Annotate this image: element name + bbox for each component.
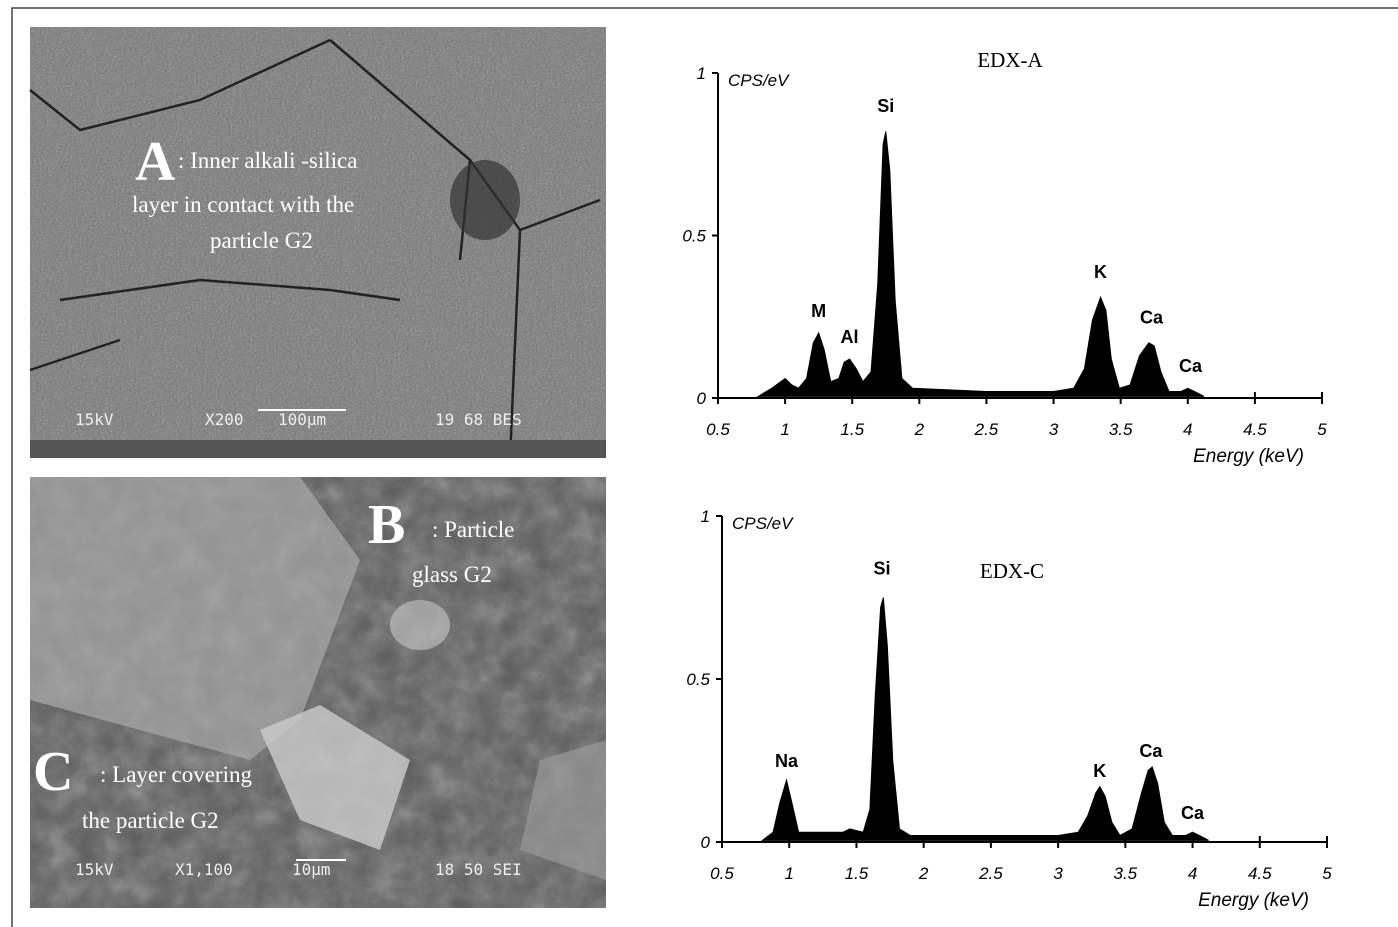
x-tick-label: 0.5 [710, 864, 734, 883]
x-tick-label: 0.5 [706, 420, 730, 439]
peak-label: Ca [1181, 803, 1205, 823]
panel-caption: layer in contact with the [132, 192, 354, 217]
x-axis-title: Energy (keV) [1198, 890, 1309, 911]
y-tick-label: 0 [701, 833, 711, 852]
peak-label: K [1093, 761, 1106, 781]
spectrum [758, 132, 1204, 397]
x-tick-label: 3 [1049, 420, 1059, 439]
panel-letter: A [135, 131, 176, 193]
x-tick-label: 3 [1053, 864, 1063, 883]
x-tick-label: 2 [914, 420, 925, 439]
x-tick-label: 1.5 [845, 864, 869, 883]
peak-label: Ca [1139, 741, 1163, 761]
y-axis-title: CPS/eV [728, 71, 790, 90]
peak-label: Si [877, 96, 894, 116]
figure: A: Inner alkali -silica layer in contact … [0, 0, 1398, 927]
y-tick-label: 1 [701, 507, 710, 526]
x-tick-label: 4.5 [1248, 864, 1272, 883]
x-tick-label: 1.5 [840, 420, 864, 439]
peak-label: Al [841, 327, 859, 347]
panel-caption: glass G2 [412, 562, 492, 587]
x-axis-title: Energy (keV) [1193, 446, 1304, 467]
x-tick-label: 4 [1183, 420, 1192, 439]
y-tick-label: 0.5 [682, 227, 706, 246]
x-tick-label: 1 [780, 420, 789, 439]
sem-footer: 15kV [75, 410, 114, 429]
x-tick-label: 5 [1317, 420, 1327, 439]
spectrum [762, 598, 1208, 841]
panel-caption: : Particle [432, 517, 514, 542]
y-tick-label: 0 [697, 389, 707, 408]
y-tick-label: 1 [697, 64, 706, 83]
x-tick-label: 2.5 [978, 864, 1003, 883]
panel-letter: C [33, 741, 73, 803]
sem-footer: 10µm [292, 860, 331, 879]
peak-label: Si [873, 559, 890, 579]
sem-footer: X1,100 [175, 860, 233, 879]
peak-label: Na [775, 751, 799, 771]
sem-footer: 19 68 BES [435, 410, 522, 429]
x-tick-label: 5 [1322, 864, 1332, 883]
panel-caption: the particle G2 [82, 808, 219, 833]
sem-footer: 15kV [75, 860, 114, 879]
panel-caption: : Inner alkali -silica [178, 148, 357, 173]
x-tick-label: 4.5 [1243, 420, 1267, 439]
panel-caption: : Layer covering [100, 762, 252, 787]
chart-title: EDX-C [980, 559, 1044, 583]
sem-image-b [30, 477, 606, 908]
sem-footer: 100µm [278, 410, 326, 429]
x-tick-label: 2.5 [974, 420, 999, 439]
y-tick-label: 0.5 [686, 670, 710, 689]
peak-label: K [1094, 262, 1107, 282]
peak-label: Ca [1140, 307, 1164, 327]
x-tick-label: 3.5 [1114, 864, 1138, 883]
sem-image-a [30, 27, 606, 458]
y-axis-title: CPS/eV [732, 514, 794, 533]
peak-label: M [811, 301, 826, 321]
chart-title: EDX-A [977, 48, 1043, 72]
panel-caption: particle G2 [210, 228, 313, 253]
sem-footer: X200 [205, 410, 244, 429]
panel-letter: B [368, 494, 405, 556]
x-tick-label: 4 [1188, 864, 1197, 883]
x-tick-label: 1 [784, 864, 793, 883]
sem-footer: 18 50 SEI [435, 860, 522, 879]
x-tick-label: 3.5 [1109, 420, 1133, 439]
x-tick-label: 2 [918, 864, 929, 883]
peak-label: Ca [1179, 356, 1203, 376]
